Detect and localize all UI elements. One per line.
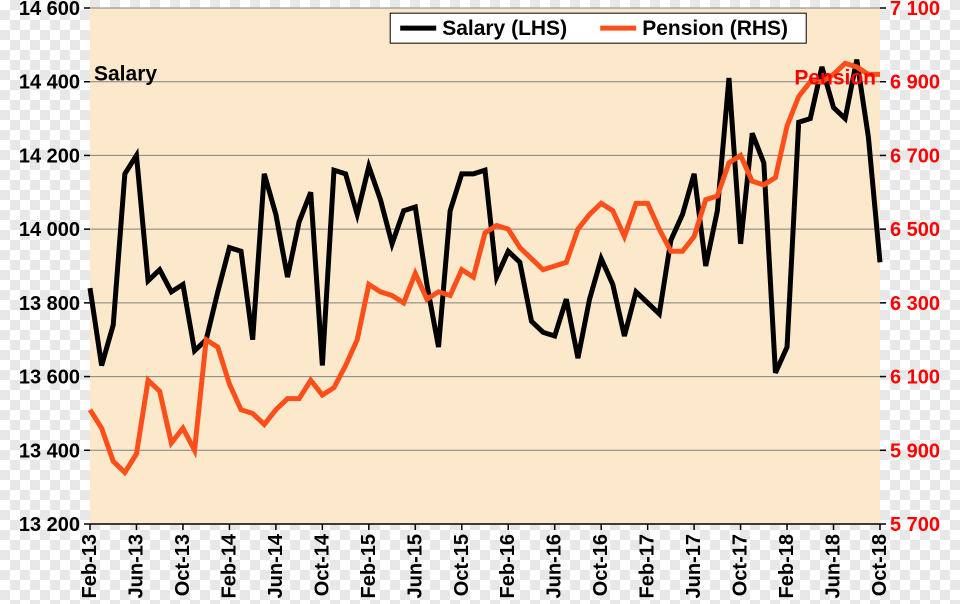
x-tick-label: Feb-14: [218, 533, 240, 598]
y-left-tick-label: 13 400: [19, 440, 80, 462]
y-left-tick-label: 14 200: [19, 145, 80, 167]
x-tick-label: Jun-16: [544, 534, 566, 598]
legend: Salary (LHS) Pension (RHS): [390, 13, 806, 43]
x-tick-label: Feb-17: [637, 534, 659, 598]
x-tick-label: Oct-17: [730, 534, 752, 596]
x-tick-label: Jun-14: [265, 533, 287, 598]
y-left-label: Salary: [94, 63, 157, 86]
x-tick-label: Jun-17: [683, 534, 705, 598]
y-left-tick-label: 14 000: [19, 219, 80, 241]
y-right-tick-label: 6 100: [890, 367, 940, 389]
legend-label: Pension (RHS): [642, 17, 788, 40]
x-tick-label: Oct-13: [172, 534, 194, 596]
y-right-tick-label: 6 500: [890, 219, 940, 241]
plot-area: [90, 8, 880, 524]
x-tick-label: Feb-16: [497, 534, 519, 598]
x-tick-label: Jun-13: [125, 534, 147, 598]
y-right-tick-label: 7 100: [890, 0, 940, 20]
x-tick-label: Oct-16: [590, 534, 612, 596]
y-right-tick-label: 6 700: [890, 145, 940, 167]
y-right-tick-label: 5 700: [890, 514, 940, 536]
x-tick-label: Oct-15: [451, 534, 473, 596]
x-tick-label: Feb-15: [358, 534, 380, 598]
x-tick-label: Oct-14: [311, 533, 333, 596]
x-tick-label: Feb-13: [79, 534, 101, 598]
y-right-tick-label: 5 900: [890, 440, 940, 462]
x-tick-label: Jun-18: [823, 534, 845, 598]
y-right-label: Pension: [794, 67, 876, 90]
legend-label: Salary (LHS): [442, 17, 567, 40]
y-left-tick-label: 14 600: [19, 0, 80, 20]
y-right-tick-label: 6 900: [890, 72, 940, 94]
y-left-tick-label: 13 600: [19, 367, 80, 389]
y-left-tick-label: 13 200: [19, 514, 80, 536]
y-left-tick-label: 14 400: [19, 72, 80, 94]
x-tick-label: Jun-15: [404, 534, 426, 598]
salary-pension-chart: 13 200 13 400 13 600 13 800 14 000 14 200 14 4…: [0, 0, 960, 604]
x-tick-label: Oct-18: [869, 534, 891, 596]
x-tick-label: Feb-18: [776, 534, 798, 598]
y-left-tick-label: 13 800: [19, 293, 80, 315]
y-right-tick-label: 6 300: [890, 293, 940, 315]
